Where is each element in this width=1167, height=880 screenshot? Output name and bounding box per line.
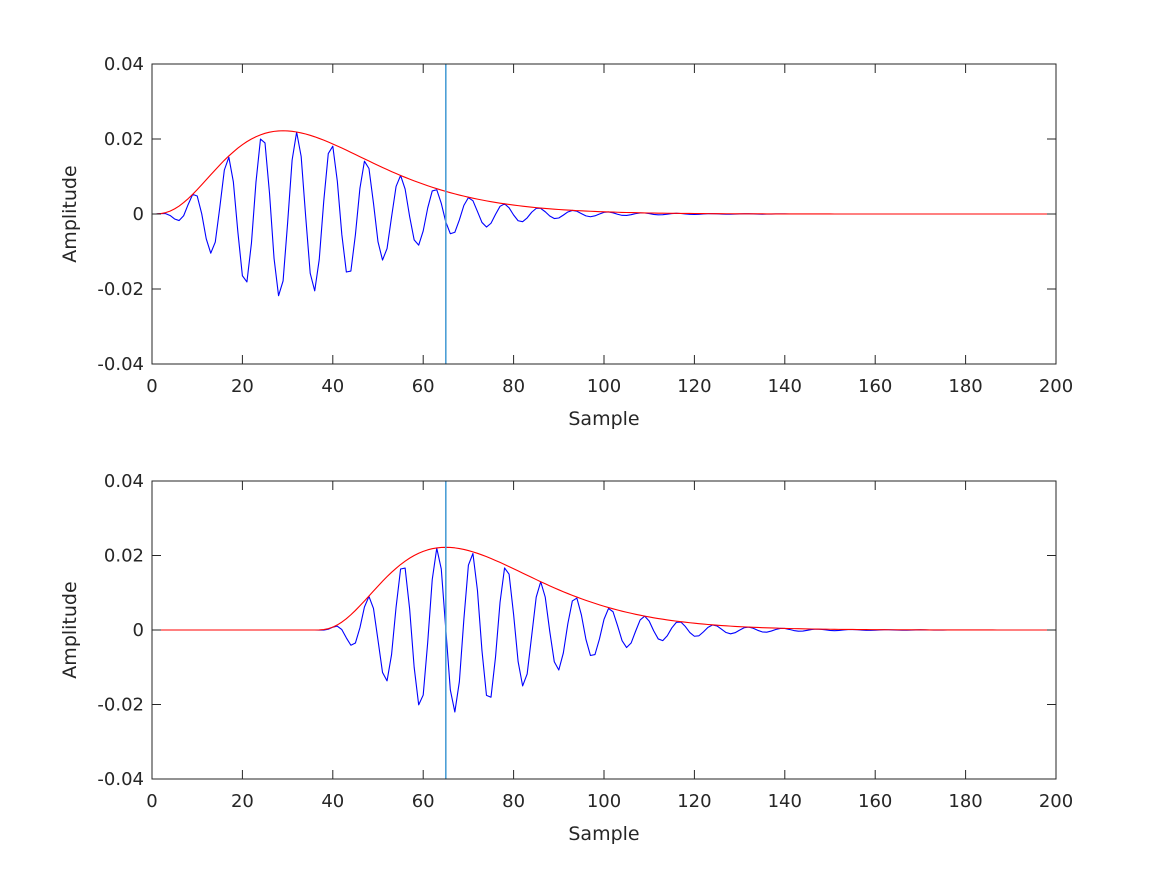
y-tick-label: 0.04	[104, 54, 144, 75]
y-axis-label: Amplitude	[59, 581, 81, 678]
x-tick-label: 200	[1039, 376, 1073, 397]
y-tick-label: 0.02	[104, 129, 144, 150]
x-tick-label: 180	[948, 791, 982, 812]
x-tick-label: 0	[146, 376, 157, 397]
x-axis-label: Sample	[568, 408, 639, 430]
y-axis-label: Amplitude	[59, 165, 81, 262]
x-tick-label: 20	[231, 791, 254, 812]
x-tick-label: 20	[231, 376, 254, 397]
x-tick-label: 120	[677, 376, 711, 397]
x-tick-label: 160	[858, 791, 892, 812]
x-axis-label: Sample	[568, 823, 639, 845]
y-tick-label: 0	[133, 204, 144, 225]
x-tick-label: 40	[321, 376, 344, 397]
x-tick-label: 60	[412, 376, 435, 397]
envelope-line	[152, 130, 1056, 215]
x-tick-label: 100	[587, 791, 621, 812]
y-tick-label: -0.04	[97, 354, 144, 375]
axes-2: 0 20 40 60 80 100 120 140 160 180 200 -0.04 -0.02 0 0.…	[59, 471, 1073, 845]
x-tick-label: 140	[768, 791, 802, 812]
x-tick-label: 40	[321, 791, 344, 812]
y-tick-label: 0.02	[104, 546, 144, 567]
x-tick-label: 140	[768, 376, 802, 397]
y-tick-label: -0.02	[97, 279, 144, 300]
x-tick-label: 80	[502, 791, 525, 812]
x-tick-label: 80	[502, 376, 525, 397]
x-tick-label: 0	[146, 791, 157, 812]
plot-lines	[152, 64, 1056, 364]
x-tick-label: 100	[587, 376, 621, 397]
y-tick-label: 0	[133, 620, 144, 641]
plot-lines	[152, 481, 1056, 779]
x-tick-label: 200	[1039, 791, 1073, 812]
x-tick-label: 60	[412, 791, 435, 812]
y-tick-label: -0.02	[97, 695, 144, 716]
x-tick-label: 120	[677, 791, 711, 812]
x-tick-label: 180	[948, 376, 982, 397]
x-tick-label: 160	[858, 376, 892, 397]
envelope-line	[152, 546, 1056, 631]
y-tick-label: -0.04	[97, 769, 144, 790]
y-tick-label: 0.04	[104, 471, 144, 492]
axes-1: 0 20 40 60 80 100 120 140 160 180 200 -0.04 -0.02 0 0.…	[59, 54, 1073, 430]
